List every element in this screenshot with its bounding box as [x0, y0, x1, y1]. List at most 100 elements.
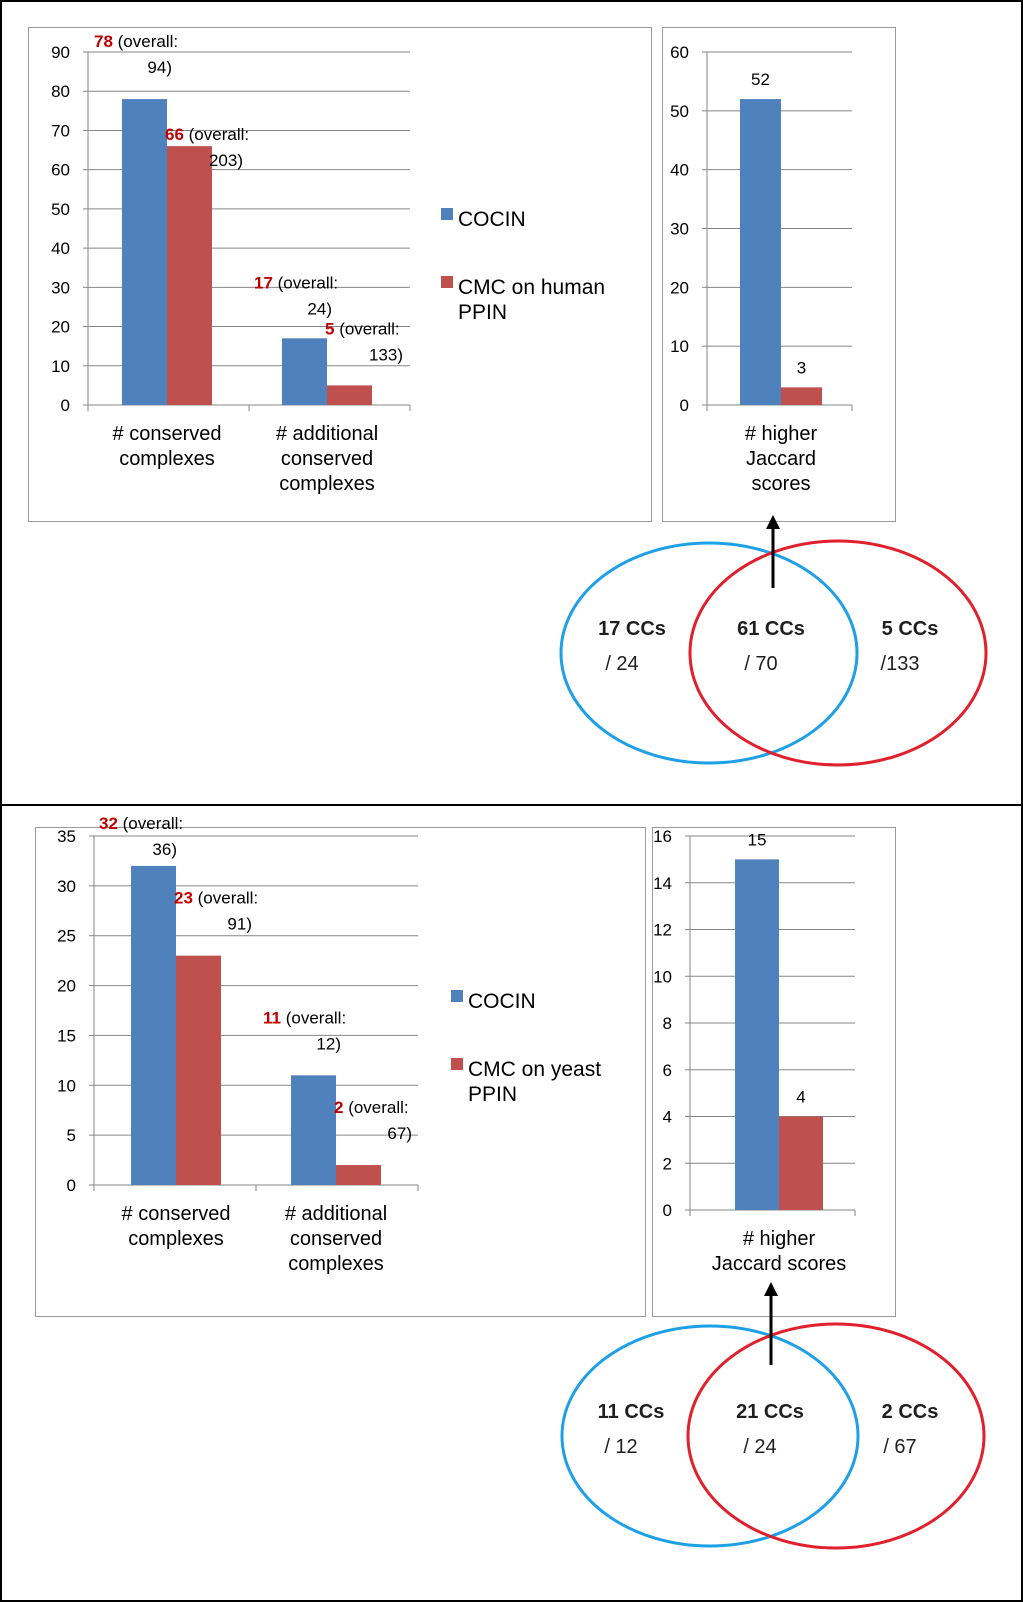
panel2-venn-right-count: 2 CCs [882, 1401, 939, 1423]
panel2-main-data-label: 32 (overall: [99, 814, 183, 833]
panel2-main-y-tick-label: 30 [57, 877, 76, 896]
panel2-main-category-label: complexes [288, 1253, 384, 1275]
panel2-legend-label: COCIN [468, 990, 536, 1013]
panel1-main-category-label: conserved [281, 448, 373, 470]
panel2-venn-middle-total: / 24 [743, 1436, 776, 1458]
panel1-side-bar-cocin [740, 99, 781, 406]
panel1-side-category-label: scores [752, 473, 811, 495]
panel1-main-y-tick-label: 20 [51, 318, 70, 337]
panel1-venn-left-total: / 24 [605, 653, 638, 675]
panel1-legend-swatch-cocin [441, 208, 453, 220]
panel2-main-y-tick-label: 5 [67, 1126, 76, 1145]
panel1-venn-middle-count: 61 CCs [737, 618, 805, 640]
panel2-side-data-label: 15 [748, 830, 767, 849]
panel2-side-y-tick-label: 4 [663, 1108, 672, 1127]
panel2-side-y-tick-label: 0 [663, 1201, 672, 1220]
panel2-legend-swatch-cocin [451, 990, 463, 1002]
panel1-main-y-tick-label: 60 [51, 161, 70, 180]
panel1-main-data-label: 17 (overall: [254, 273, 338, 292]
panel2-side-y-tick-label: 10 [653, 967, 672, 986]
panel2-main-data-label: 2 (overall: [334, 1098, 409, 1117]
panel1-main-category-label: # additional [276, 423, 378, 445]
panel1-venn-circle-cocin [559, 541, 859, 765]
panel2-main-y-tick-label: 10 [57, 1076, 76, 1095]
panel1-side-data-label: 3 [797, 358, 806, 377]
panel1-side-category-label: Jaccard [746, 448, 816, 470]
panel1-venn-right-count: 5 CCs [882, 618, 939, 640]
panel2-side-y-tick-label: 12 [653, 921, 672, 940]
panel2-side-y-tick-label: 16 [653, 827, 672, 846]
panel1-side-y-tick-label: 0 [680, 396, 689, 415]
panel1-main-y-tick-label: 0 [61, 396, 70, 415]
panel2-legend-label: PPIN [468, 1083, 517, 1106]
panel1-main-category-label: complexes [279, 473, 375, 495]
panel1-side-y-tick-label: 50 [670, 102, 689, 121]
panel2-main-data-label: 23 (overall: [174, 889, 258, 908]
panel2-venn-arrow-head [764, 1282, 778, 1296]
panel1-main-data-label: 5 (overall: [325, 319, 400, 338]
panel1-legend-label: PPIN [458, 301, 507, 324]
panel1-venn-right-total: /133 [881, 653, 920, 675]
panel2-side-y-tick-label: 2 [663, 1154, 672, 1173]
panel2-venn-right-total: / 67 [883, 1436, 916, 1458]
panel1-venn-left-count: 17 CCs [598, 618, 666, 640]
panel2-main-y-tick-label: 35 [57, 827, 76, 846]
panel2-main-data-label-overall: 36) [152, 840, 177, 859]
panel2-main-data-label-overall: 12) [316, 1034, 341, 1053]
panel2-main-data-label: 11 (overall: [263, 1008, 346, 1027]
panel1-side-y-tick-label: 60 [670, 43, 689, 62]
panel2-side-category-label: Jaccard scores [712, 1253, 847, 1275]
panel1-main-y-tick-label: 30 [51, 278, 70, 297]
panel2-side-y-tick-label: 14 [653, 874, 672, 893]
panel1-legend-label: CMC on human [458, 276, 605, 299]
panel1-main-y-tick-label: 10 [51, 357, 70, 376]
panel2-venn-middle-count: 21 CCs [736, 1401, 804, 1423]
panel2-main-category-label: # conserved [122, 1203, 231, 1225]
panel1-main-y-tick-label: 50 [51, 200, 70, 219]
panel1-main-category-label: complexes [119, 448, 215, 470]
panel1-venn-arrow-head [766, 515, 780, 529]
panel2-main-data-label-overall: 67) [387, 1124, 412, 1143]
panel2-venn-circle-cocin [560, 1324, 860, 1548]
panel1-side-y-tick-label: 40 [670, 161, 689, 180]
panel1-main-bar-cocin [282, 338, 327, 405]
panel1-main-category-label: # conserved [113, 423, 222, 445]
panel1-side-data-label: 52 [751, 70, 770, 89]
panel2-main-category-label: # additional [285, 1203, 387, 1225]
panel1-side-y-tick-label: 20 [670, 278, 689, 297]
panel1-main-y-tick-label: 80 [51, 82, 70, 101]
panel1-side-y-tick-label: 30 [670, 220, 689, 239]
panel1-main-data-label-overall: 94) [147, 58, 172, 77]
panel2-main-bar-cocin [291, 1075, 336, 1185]
panel1-venn-middle-total: / 70 [744, 653, 777, 675]
panel1-legend-swatch-cmc [441, 276, 453, 288]
panel2-main-data-label-overall: 91) [227, 915, 252, 934]
panel2-side-bar-cocin [735, 859, 779, 1210]
panel1-main-data-label: 78 (overall: [94, 32, 178, 51]
panel1-side-category-label: # higher [745, 423, 818, 445]
panel2-main-bar-cmc [336, 1165, 381, 1185]
panel1-side-y-tick-label: 10 [670, 337, 689, 356]
panel1-main-y-tick-label: 40 [51, 239, 70, 258]
panel1-main-data-label-overall: 24) [307, 299, 332, 318]
panel2-venn-circle-cmc [686, 1322, 986, 1550]
panel2-legend-label: CMC on yeast [468, 1058, 601, 1081]
panel1-main-data-label-overall: 203) [209, 151, 243, 170]
panel2-main-y-tick-label: 25 [57, 927, 76, 946]
panel1-main-data-label-overall: 133) [369, 345, 403, 364]
panel2-main-category-label: complexes [128, 1228, 224, 1250]
bottom-panel-frame [0, 804, 1023, 1602]
panel2-main-bar-cmc [176, 955, 221, 1185]
panel1-main-bar-cocin [122, 99, 167, 406]
panel2-main-bar-cocin [131, 865, 176, 1185]
panel2-legend-swatch-cmc [451, 1058, 463, 1070]
panel2-side-y-tick-label: 6 [663, 1061, 672, 1080]
panel1-legend-label: COCIN [458, 208, 526, 231]
panel2-side-bar-cmc [779, 1116, 823, 1210]
panel1-side-bar-cmc [781, 387, 822, 405]
panel2-main-category-label: conserved [290, 1228, 382, 1250]
panel2-main-y-tick-label: 20 [57, 977, 76, 996]
panel2-main-y-tick-label: 15 [57, 1026, 76, 1045]
panel2-venn-left-count: 11 CCs [598, 1401, 665, 1423]
